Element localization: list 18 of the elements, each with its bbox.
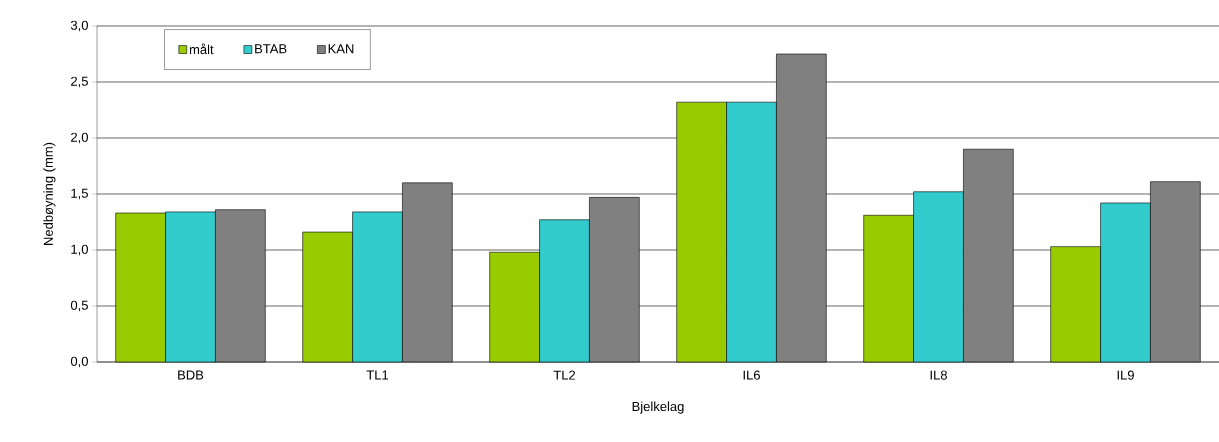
legend-label: målt — [189, 43, 214, 55]
x-tick-label: TL1 — [366, 370, 389, 380]
x-tick-label: BDB — [178, 370, 204, 380]
legend-label: KAN — [328, 44, 354, 54]
y-tick-label: 2,5 — [71, 76, 88, 88]
x-tick-label: IL8 — [930, 370, 947, 380]
x-tick-label: TL2 — [553, 370, 576, 380]
y-tick-label: 0,0 — [70, 356, 88, 368]
y-tick-label: 1,0 — [71, 244, 88, 256]
x-tick-label: IL9 — [1117, 370, 1134, 380]
x-axis-title: Bjelkelag — [632, 401, 684, 414]
y-axis-title: Nedbøyning (mm) — [43, 142, 56, 245]
y-tick-label: 1,5 — [71, 188, 88, 200]
x-tick-label: IL6 — [743, 370, 760, 380]
y-tick-label: 3,0 — [70, 20, 88, 32]
y-tick-label: 2,0 — [71, 132, 88, 144]
legend-label: BTAB — [255, 44, 287, 54]
y-tick-label: 0,5 — [70, 300, 88, 312]
